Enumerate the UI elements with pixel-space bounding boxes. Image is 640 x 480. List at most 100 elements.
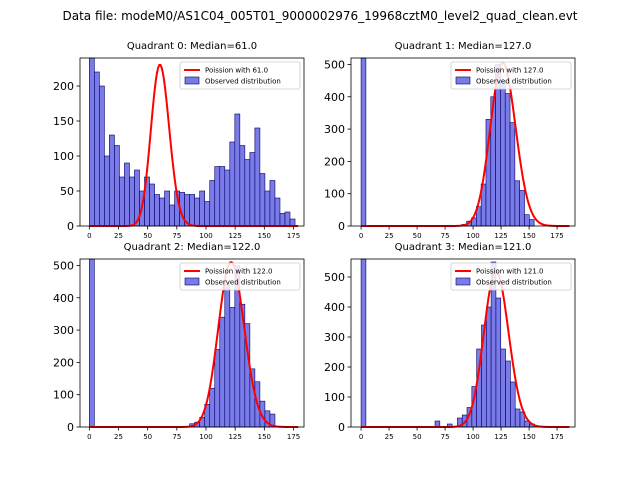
histogram-bar xyxy=(269,180,276,227)
x-tick-label: 175 xyxy=(287,433,300,441)
histogram-bar xyxy=(164,190,170,227)
histogram-bar xyxy=(114,145,120,227)
quadrant-2-title: Quadrant 2: Median=122.0 xyxy=(124,242,261,253)
histogram-bar xyxy=(109,134,115,227)
x-tick-label: 0 xyxy=(87,433,91,441)
x-tick-label: 100 xyxy=(199,232,212,240)
quadrant-2-axes-frame xyxy=(79,258,305,428)
x-tick-label: 100 xyxy=(199,433,212,441)
histogram-bar xyxy=(209,180,216,227)
quadrant-3-title: Quadrant 3: Median=121.0 xyxy=(395,242,532,253)
histogram-bar xyxy=(94,71,100,227)
y-tick-label: 400 xyxy=(324,301,345,314)
histogram-bar xyxy=(284,211,291,227)
histogram-bar xyxy=(510,381,516,428)
histogram-bar xyxy=(505,360,511,428)
x-tick-label: 100 xyxy=(466,232,479,240)
histogram-bar xyxy=(124,162,130,227)
histogram-bar xyxy=(360,57,367,227)
legend-box xyxy=(179,262,301,291)
quadrant-0-legend: Poission with 61.0 Observed distribution xyxy=(179,61,301,90)
histogram-bar xyxy=(264,190,271,227)
quadrant-2-legend: Poission with 122.0 Observed distribution xyxy=(179,262,301,291)
x-tick-label: 25 xyxy=(114,433,123,441)
y-tick-label: 50 xyxy=(60,185,74,198)
quadrant-3-panel: Quadrant 3: Median=121.00100200300400500… xyxy=(324,242,576,441)
y-tick-label: 500 xyxy=(53,259,74,272)
histogram-bar xyxy=(199,190,206,227)
histogram-bar xyxy=(154,194,160,227)
x-tick-label: 150 xyxy=(522,433,535,441)
quadrant-1-title: Quadrant 1: Median=127.0 xyxy=(395,41,532,52)
y-tick-label: 100 xyxy=(53,389,74,402)
histogram-bar xyxy=(229,307,236,428)
histogram-bar xyxy=(485,306,492,428)
x-tick-label: 50 xyxy=(143,232,152,240)
legend-label-poisson: Poission with 127.0 xyxy=(476,67,544,75)
x-tick-label: 50 xyxy=(143,433,152,441)
x-tick-label: 150 xyxy=(258,232,271,240)
histogram-bar xyxy=(528,219,535,227)
histogram-bar xyxy=(219,316,226,428)
legend-bar-swatch xyxy=(184,277,200,286)
histogram-bar xyxy=(129,176,135,227)
histogram-bar xyxy=(234,113,241,227)
panels: Quadrant 0: Median=61.0 0 50 100 150 200 0 25 50… xyxy=(53,41,576,441)
legend-label-poisson: Poission with 61.0 xyxy=(205,67,268,75)
legend-label-observed: Observed distribution xyxy=(476,78,552,86)
legend-bar-swatch xyxy=(455,76,471,85)
y-tick-label: 300 xyxy=(324,331,345,344)
y-tick-label: 150 xyxy=(53,115,74,128)
histogram-bar xyxy=(229,141,236,227)
quadrant-3-histogram xyxy=(360,258,535,428)
x-tick-label: 125 xyxy=(494,433,507,441)
y-tick-label: 500 xyxy=(324,58,345,71)
legend-box xyxy=(450,61,572,90)
figure-title: Data file: modeM0/AS1C04_005T01_90000029… xyxy=(62,9,577,23)
quadrant-3-axes-frame xyxy=(350,258,576,428)
y-tick-label: 200 xyxy=(53,356,74,369)
histogram-bar xyxy=(289,218,296,227)
histogram-bar xyxy=(224,284,231,428)
legend-label-observed: Observed distribution xyxy=(205,279,281,287)
x-tick-label: 150 xyxy=(258,433,271,441)
x-tick-label: 175 xyxy=(287,232,300,240)
histogram-bar xyxy=(519,190,525,227)
x-tick-label: 0 xyxy=(87,232,91,240)
x-tick-label: 25 xyxy=(385,232,394,240)
histogram-bar xyxy=(104,155,110,227)
legend-box xyxy=(450,262,572,291)
y-tick-label: 100 xyxy=(324,188,345,201)
y-tick-label: 0 xyxy=(67,421,74,434)
x-tick-label: 75 xyxy=(172,232,181,240)
histogram-bar xyxy=(209,387,216,428)
histogram-bar xyxy=(149,183,155,227)
x-tick-label: 25 xyxy=(114,232,123,240)
y-tick-label: 400 xyxy=(53,292,74,305)
quadrant-0-panel: Quadrant 0: Median=61.0 0 50 100 150 200 0 25 50… xyxy=(53,41,305,240)
histogram-bar xyxy=(360,258,367,428)
x-tick-label: 75 xyxy=(441,232,450,240)
histogram-bar xyxy=(524,214,530,227)
histogram-bar xyxy=(509,122,516,227)
y-tick-label: 0 xyxy=(338,220,345,233)
legend-bar-swatch xyxy=(184,76,200,85)
legend-label-poisson: Poission with 122.0 xyxy=(205,268,273,276)
y-tick-label: 200 xyxy=(53,80,74,93)
histogram-bar xyxy=(514,408,521,428)
y-tick-label: 500 xyxy=(324,271,345,284)
histogram-bar xyxy=(500,348,506,428)
y-tick-label: 300 xyxy=(324,123,345,136)
histogram-bar xyxy=(274,197,281,227)
y-tick-label: 0 xyxy=(338,421,345,434)
x-tick-label: 175 xyxy=(550,232,563,240)
x-tick-label: 75 xyxy=(172,433,181,441)
histogram-bar xyxy=(279,213,286,227)
histogram-bar xyxy=(249,152,256,227)
histogram-bar xyxy=(159,197,165,227)
x-tick-label: 125 xyxy=(228,433,241,441)
legend-label-observed: Observed distribution xyxy=(476,279,552,287)
quadrant-3-legend: Poission with 121.0 Observed distribution xyxy=(450,262,572,291)
quadrant-0-title: Quadrant 0: Median=61.0 xyxy=(127,41,257,52)
